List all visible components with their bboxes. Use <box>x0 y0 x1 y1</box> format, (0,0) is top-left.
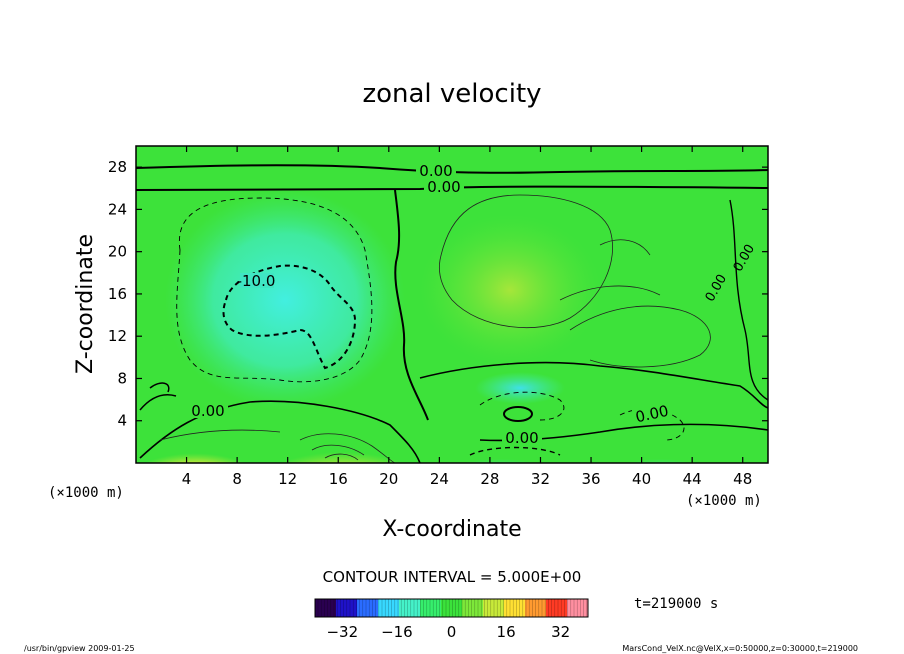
plot-frame <box>135 145 769 464</box>
x-axis: 4 8 12 16 20 24 28 32 36 40 44 48 <box>182 146 752 488</box>
field-cyan-small <box>475 372 565 404</box>
plot-area: 0.00 0.00 -10.0 0.00 0.00 0.00 0.00 0.00 <box>136 146 768 463</box>
x-tick-label: 32 <box>531 470 550 488</box>
colorbar-tick-label: −16 <box>381 623 413 641</box>
x-tick-label: 48 <box>733 470 752 488</box>
field-positive-region <box>420 215 600 365</box>
colorbar-segment <box>441 599 463 617</box>
colorbar-segment <box>378 599 400 617</box>
x-tick-label: 36 <box>581 470 600 488</box>
footer-right: MarsCond_VelX.nc@VelX,x=0:50000,z=0:3000… <box>622 644 858 653</box>
x-tick-label: 12 <box>278 470 297 488</box>
field-negative-region <box>165 190 405 410</box>
footer-left: /usr/bin/gpview 2009-01-25 <box>24 644 135 653</box>
chart-title: zonal velocity <box>362 79 541 109</box>
y-tick-label: 16 <box>108 285 127 303</box>
colorbar-segment <box>357 599 379 617</box>
contour-label: 0.00 <box>191 402 224 420</box>
y-axis-label: Z-coordinate <box>73 234 98 374</box>
colorbar-segment <box>315 599 337 617</box>
colorbar-ticks: −32 −16 0 16 32 <box>326 623 570 641</box>
x-tick-label: 28 <box>480 470 499 488</box>
y-tick-label: 28 <box>108 158 127 176</box>
field-cold-spot-1 <box>441 442 559 463</box>
colorbar-segment <box>546 599 568 617</box>
colorbar-tick-label: 0 <box>447 623 457 641</box>
contour-label: 0.00 <box>505 429 538 447</box>
x-unit-left: (×1000 m) <box>48 485 124 501</box>
y-tick-label: 24 <box>108 200 127 218</box>
colorbar-tick-label: 32 <box>551 623 570 641</box>
colorbar <box>314 598 589 618</box>
colorbar-segment <box>567 599 589 617</box>
time-label: t=219000 s <box>634 596 718 612</box>
x-unit-right: (×1000 m) <box>686 493 762 509</box>
y-tick-label: 8 <box>117 369 127 387</box>
y-tick-label: 20 <box>108 243 127 261</box>
colorbar-segment <box>420 599 442 617</box>
colorbar-tick-label: 16 <box>497 623 516 641</box>
colorbar-segment <box>504 599 526 617</box>
field-cold-spot-2 <box>606 442 714 463</box>
x-tick-label: 4 <box>182 470 192 488</box>
x-tick-label: 24 <box>430 470 449 488</box>
x-tick-label: 44 <box>683 470 702 488</box>
colorbar-frame <box>314 598 589 618</box>
field-warm-left <box>145 440 245 463</box>
contour-lines-thin <box>159 194 711 463</box>
x-tick-label: 8 <box>232 470 242 488</box>
field-hot-spot <box>262 425 422 463</box>
x-tick-label: 20 <box>379 470 398 488</box>
x-axis-label: X-coordinate <box>382 517 521 542</box>
y-tick-label: 12 <box>108 327 127 345</box>
contour-interval: CONTOUR INTERVAL = 5.000E+00 <box>323 568 582 586</box>
x-tick-label: 16 <box>329 470 348 488</box>
contour-label: 0.00 <box>419 162 452 180</box>
x-tick-label: 40 <box>632 470 651 488</box>
y-tick-label: 4 <box>117 412 127 430</box>
contour-label: -10.0 <box>237 272 276 290</box>
contour-label: 0.00 <box>427 178 460 196</box>
colorbar-tick-label: −32 <box>326 623 358 641</box>
y-axis: 4 8 12 16 20 24 28 <box>108 158 768 430</box>
colorbar-segment <box>483 599 505 617</box>
